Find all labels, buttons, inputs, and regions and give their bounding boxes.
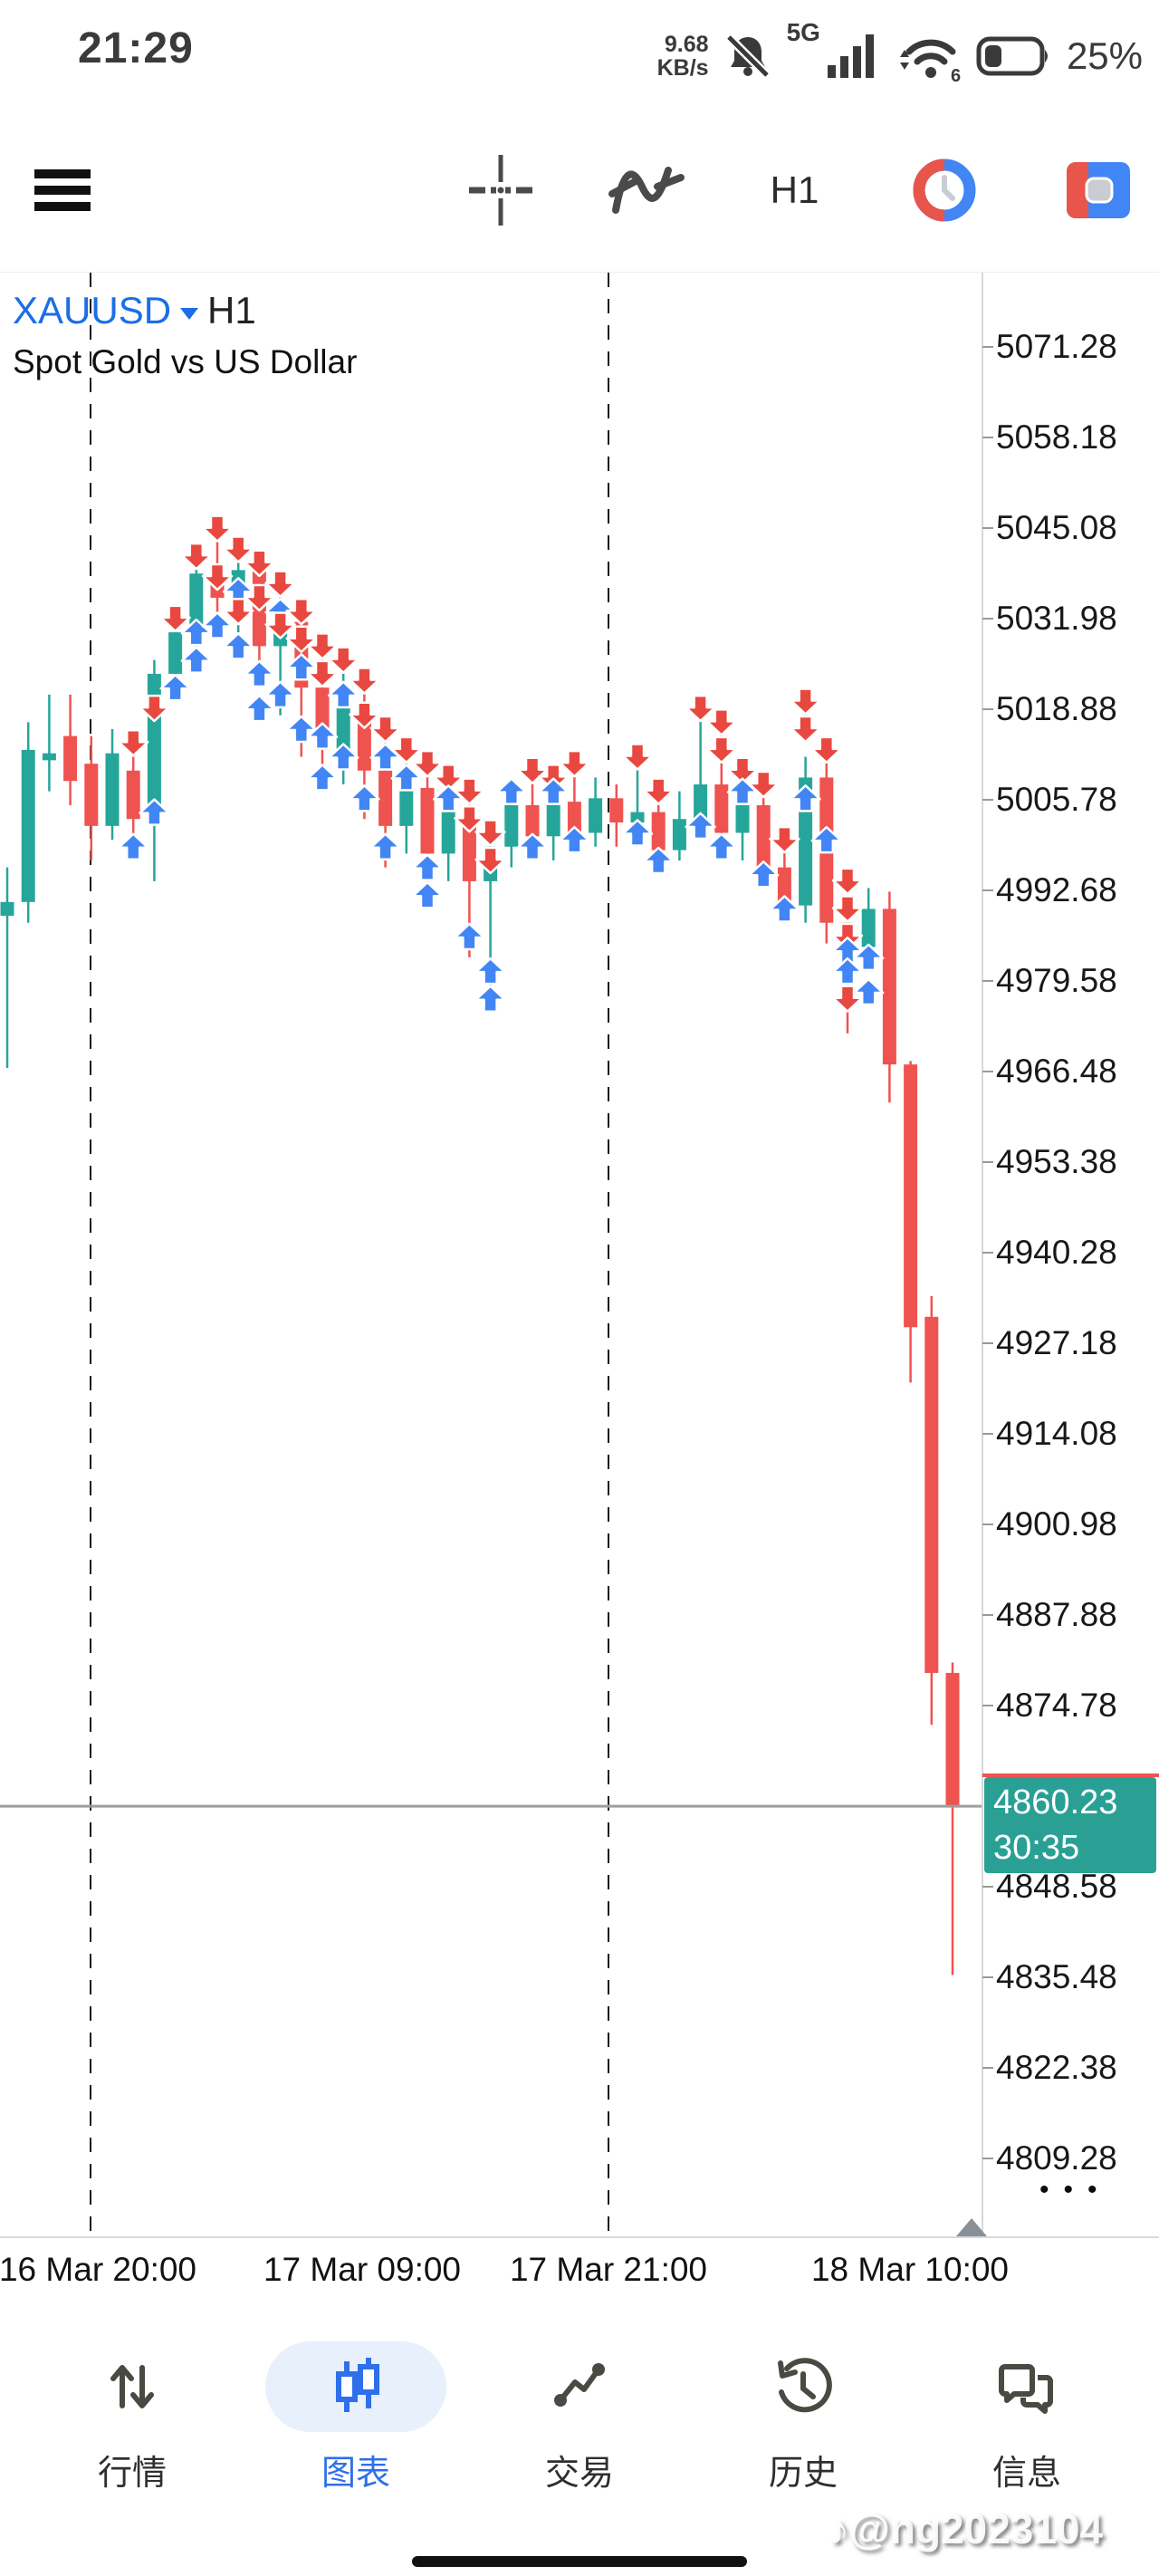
ask-price-line [982, 1773, 1159, 1778]
battery-percent-label: 25% [1066, 34, 1143, 77]
time-axis-label: 16 Mar 20:00 [0, 2251, 197, 2288]
price-axis-label: 5071.28 [996, 328, 1117, 365]
price-axis-label: 4835.48 [996, 1958, 1117, 1995]
status-clock: 21:29 [78, 24, 194, 72]
nav-label-messages: 信息 [991, 2455, 1061, 2493]
status-bar: 21:29 9.68 KB/s 5G [0, 0, 1159, 118]
price-axis-label: 4848.58 [996, 1868, 1117, 1905]
price-axis-label: 4887.88 [996, 1596, 1117, 1633]
nav-label-charts: 图表 [321, 2455, 390, 2493]
session-ring-icon[interactable] [901, 136, 987, 245]
trade-line-icon [489, 2341, 670, 2432]
menu-icon[interactable] [22, 136, 103, 245]
nav-item-quotes[interactable]: 行情 [33, 2341, 232, 2494]
price-axis-label: 4992.68 [996, 871, 1117, 908]
symbol-description: Spot Gold vs US Dollar [13, 343, 358, 380]
quotes-arrows-icon [42, 2341, 223, 2432]
time-axis-label: 17 Mar 09:00 [263, 2251, 462, 2288]
chart-area[interactable]: XAUUSD H1 Spot Gold vs US Dollar 5071.28… [0, 272, 1159, 2288]
time-axis-label: 18 Mar 10:00 [810, 2251, 1010, 2288]
nav-label-history: 历史 [768, 2455, 838, 2493]
bar-countdown: 30:35 [993, 1829, 1080, 1868]
price-axis-label: 4809.28 [996, 2139, 1117, 2177]
crosshair-icon[interactable] [457, 136, 543, 245]
current-price-badge: 4860.23 30:35 [984, 1777, 1156, 1874]
signal-bars-icon [826, 31, 880, 82]
home-indicator[interactable] [412, 2556, 747, 2567]
price-axis-label: 4900.98 [996, 1505, 1117, 1543]
nav-item-trade[interactable]: 交易 [480, 2341, 679, 2494]
watermark: ♪@ng2023104 [829, 2505, 1104, 2552]
timeframe-button[interactable]: H1 [752, 136, 838, 245]
price-axis-label: 4953.38 [996, 1143, 1117, 1180]
nav-label-trade: 交易 [544, 2455, 614, 2493]
chart-toolbar: H1 [0, 136, 1159, 254]
bottom-navigation: 行情 图表 交易 [0, 2341, 1159, 2550]
nav-item-history[interactable]: 历史 [704, 2341, 903, 2494]
bell-muted-icon [722, 30, 774, 82]
price-axis-label: 4914.08 [996, 1415, 1117, 1452]
candlestick-plot[interactable] [0, 273, 1159, 2238]
price-axis-label: 5031.98 [996, 600, 1117, 637]
battery-icon [976, 34, 1054, 78]
objects-card-icon[interactable] [1055, 136, 1141, 245]
price-axis-label: 5018.88 [996, 690, 1117, 727]
chart-timeframe-label: H1 [207, 289, 256, 332]
scroll-to-end-icon[interactable] [956, 2218, 987, 2236]
price-axis-label: 4979.58 [996, 962, 1117, 999]
network-speed: 9.68 KB/s [656, 32, 709, 81]
nav-item-charts[interactable]: 图表 [256, 2341, 455, 2494]
wifi-badge-number: 6 [951, 66, 961, 82]
timeframe-label: H1 [770, 168, 819, 211]
symbol-dropdown-caret[interactable] [180, 307, 199, 320]
price-axis-label: 4940.28 [996, 1234, 1117, 1271]
price-axis-label: 4966.48 [996, 1053, 1117, 1090]
nav-item-messages[interactable]: 信息 [927, 2341, 1126, 2494]
indicators-icon[interactable] [602, 136, 688, 245]
axis-ellipsis[interactable]: ••• [1039, 2175, 1112, 2205]
price-axis-label: 4874.78 [996, 1687, 1117, 1724]
price-axis-label: 5058.18 [996, 418, 1117, 456]
price-axis-label: 4822.38 [996, 2049, 1117, 2086]
price-axis-label: 5045.08 [996, 509, 1117, 546]
history-clock-icon [713, 2341, 894, 2432]
time-axis-label: 17 Mar 21:00 [509, 2251, 708, 2288]
wifi-icon: 6 [893, 30, 963, 82]
price-axis-label: 5005.78 [996, 781, 1117, 818]
nav-label-quotes: 行情 [97, 2455, 167, 2493]
symbol-label[interactable]: XAUUSD [13, 289, 172, 332]
candlestick-chart-icon [265, 2341, 446, 2432]
current-price: 4860.23 [993, 1783, 1118, 1822]
network-type-label: 5G [786, 18, 820, 46]
messages-icon [936, 2341, 1117, 2432]
price-axis-label: 4927.18 [996, 1324, 1117, 1361]
